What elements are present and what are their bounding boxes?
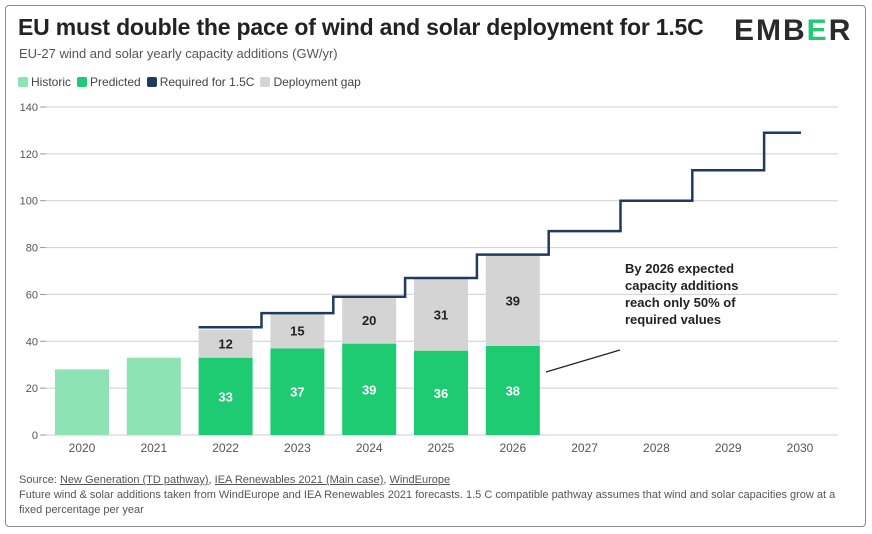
chart-title: EU must double the pace of wind and sola… xyxy=(18,14,704,40)
x-tick-label-2030: 2030 xyxy=(787,441,814,455)
legend-swatch-gap xyxy=(260,77,271,87)
bar-gap-2026 xyxy=(485,254,540,346)
logo-accent-e: E xyxy=(806,14,829,47)
bar-historic-2021 xyxy=(126,357,181,435)
x-tick-label-2024: 2024 xyxy=(356,441,383,455)
y-tick-label-80: 80 xyxy=(26,243,38,255)
source-sep-1: , xyxy=(208,474,215,486)
x-tick-label-2020: 2020 xyxy=(69,441,96,455)
label-gap-2023: 15 xyxy=(290,324,304,339)
x-tick-label-2025: 2025 xyxy=(428,441,455,455)
source-link-iea[interactable]: IEA Renewables 2021 (Main case) xyxy=(214,474,384,486)
logo-text-start: EMB xyxy=(734,14,807,47)
chart-frame xyxy=(5,5,866,527)
y-tick-label-20: 20 xyxy=(26,383,38,395)
legend-swatch-predicted xyxy=(77,77,88,87)
source-sep-2: , xyxy=(383,474,390,486)
y-tick-label-140: 140 xyxy=(20,102,38,114)
source-link-windeurope[interactable]: WindEurope xyxy=(389,474,451,486)
label-predicted-2026: 38 xyxy=(506,383,520,398)
legend-item-predicted: Predicted xyxy=(77,75,141,89)
y-tick-label-0: 0 xyxy=(32,430,38,442)
legend-item-gap: Deployment gap xyxy=(260,75,361,89)
label-predicted-2025: 36 xyxy=(434,386,448,401)
y-tick-label-100: 100 xyxy=(20,196,38,208)
label-gap-2022: 12 xyxy=(218,337,232,352)
bar-gap-2023 xyxy=(270,313,325,349)
legend-item-required: Required for 1.5C xyxy=(146,75,255,89)
legend-item-historic: Historic xyxy=(18,75,71,89)
source-link-new-generation[interactable]: New Generation (TD pathway) xyxy=(59,474,209,486)
x-tick-label-2028: 2028 xyxy=(643,441,670,455)
source-prefix: Source: xyxy=(19,474,60,486)
legend: Historic Predicted Required for 1.5C Dep… xyxy=(18,75,367,89)
logo-text-end: R xyxy=(828,14,853,47)
chart-subtitle: EU-27 wind and solar yearly capacity add… xyxy=(19,46,338,61)
bar-predicted-2023 xyxy=(270,348,325,435)
label-gap-2024: 20 xyxy=(362,313,376,328)
label-gap-2026: 39 xyxy=(506,293,520,308)
y-tick-label-60: 60 xyxy=(26,289,38,301)
legend-label-required: Required for 1.5C xyxy=(159,75,255,89)
bar-gap-2022 xyxy=(198,329,253,358)
label-predicted-2024: 39 xyxy=(362,382,376,397)
annotation-pointer-line xyxy=(545,349,621,373)
footer: Source: New Generation (TD pathway), IEA… xyxy=(19,473,854,518)
y-tick-label-120: 120 xyxy=(20,149,38,161)
x-tick-label-2022: 2022 xyxy=(212,441,239,455)
ember-logo: EMBER xyxy=(734,14,852,48)
label-gap-2025: 31 xyxy=(434,307,448,322)
source-line: Source: New Generation (TD pathway), IEA… xyxy=(19,473,854,488)
x-tick-label-2026: 2026 xyxy=(499,441,526,455)
footer-note: Future wind & solar additions taken from… xyxy=(19,489,836,516)
x-tick-label-2027: 2027 xyxy=(571,441,598,455)
label-predicted-2022: 33 xyxy=(218,389,232,404)
label-predicted-2023: 37 xyxy=(290,385,304,400)
y-tick-label-40: 40 xyxy=(26,336,38,348)
legend-swatch-historic xyxy=(18,77,28,87)
x-tick-label-2029: 2029 xyxy=(715,441,742,455)
legend-label-gap: Deployment gap xyxy=(273,75,361,89)
bar-gap-2024 xyxy=(342,296,397,344)
bar-predicted-2022 xyxy=(198,357,253,435)
legend-swatch-required xyxy=(146,77,157,87)
legend-label-predicted: Predicted xyxy=(90,75,141,89)
bar-predicted-2026 xyxy=(485,345,540,435)
legend-label-historic: Historic xyxy=(31,75,72,89)
annotation-text: By 2026 expected capacity additions reac… xyxy=(625,261,739,327)
x-tick-label-2021: 2021 xyxy=(140,441,167,455)
required-step-line xyxy=(198,131,801,329)
bar-predicted-2024 xyxy=(342,343,397,435)
bar-predicted-2025 xyxy=(414,350,468,435)
bar-historic-2020 xyxy=(55,369,109,435)
x-tick-label-2023: 2023 xyxy=(284,441,311,455)
bar-gap-2025 xyxy=(414,278,468,351)
